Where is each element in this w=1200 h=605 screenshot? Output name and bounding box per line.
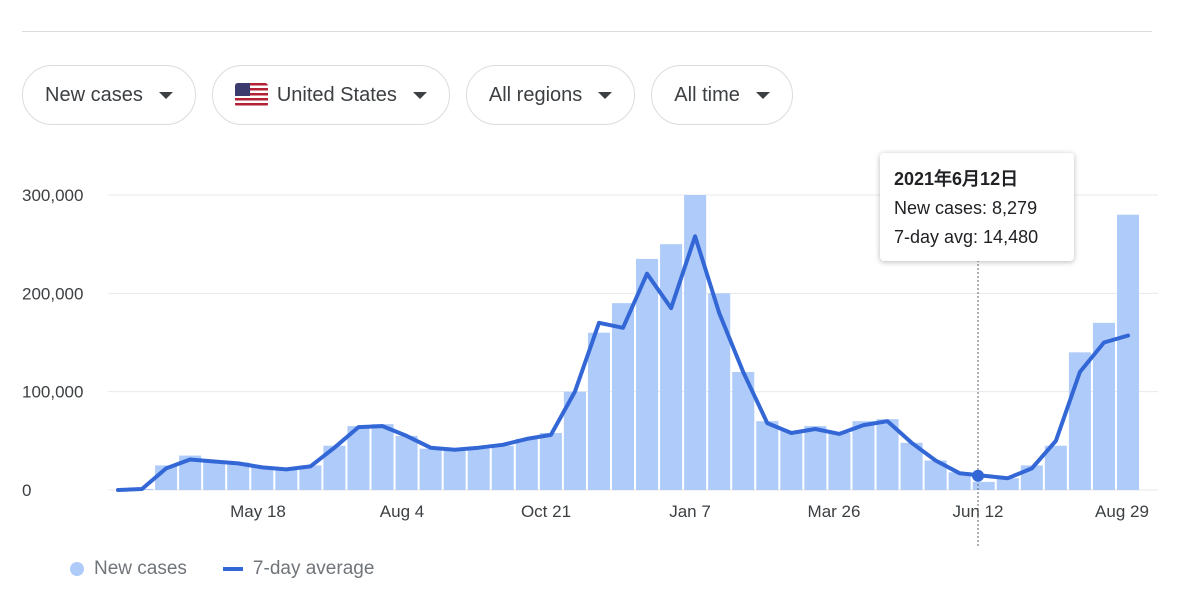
filter-bar: New cases United States All regions All … — [22, 65, 793, 125]
bar — [876, 419, 899, 490]
bar — [756, 421, 779, 490]
tooltip-date: 2021年6月12日 — [894, 169, 1019, 189]
bar — [828, 432, 851, 490]
bar — [323, 445, 346, 490]
bar — [611, 303, 635, 490]
caret-down-icon — [755, 91, 770, 99]
bar — [491, 445, 514, 490]
chart-legend: New cases 7-day average — [70, 558, 374, 580]
bar — [467, 448, 490, 490]
bar — [179, 455, 202, 490]
tooltip-new-cases: New cases: 8,279 — [894, 198, 1038, 218]
legend-line-label: 7-day average — [252, 558, 375, 579]
bar — [852, 421, 875, 490]
y-tick-label: 0 — [22, 481, 31, 500]
bar — [419, 448, 442, 490]
legend-bar-swatch — [70, 562, 84, 576]
bar — [563, 391, 586, 490]
bar — [996, 478, 1019, 490]
bar — [1116, 214, 1140, 490]
bar — [1092, 322, 1115, 490]
bar — [203, 460, 226, 490]
metric-dropdown-label: New cases — [45, 83, 143, 106]
y-tick-label: 200,000 — [22, 284, 83, 303]
bar — [972, 481, 995, 490]
tooltip-average: 7-day avg: 14,480 — [894, 227, 1039, 247]
metric-dropdown[interactable]: New cases — [22, 65, 196, 125]
bar — [347, 426, 370, 490]
cases-chart[interactable]: 0 100,000 200,000 300,000 May 18 Aug 4 Oct 21 J… — [0, 140, 1200, 560]
x-tick-label: May 18 — [230, 502, 286, 521]
bar — [227, 462, 250, 490]
us-flag-icon — [234, 83, 268, 107]
bar — [804, 426, 827, 490]
bar — [636, 258, 659, 490]
bar — [299, 465, 322, 490]
bar — [443, 450, 466, 490]
bar — [660, 244, 683, 490]
y-tick-label: 300,000 — [22, 186, 83, 205]
legend-line-swatch — [222, 567, 243, 571]
country-dropdown-label: United States — [276, 83, 397, 106]
bar — [515, 438, 538, 490]
bar — [780, 431, 803, 490]
bar — [371, 424, 394, 490]
caret-down-icon — [412, 91, 427, 99]
bar — [684, 195, 707, 490]
bar — [948, 472, 971, 490]
caret-down-icon — [158, 91, 173, 99]
bar — [924, 460, 947, 490]
caret-down-icon — [598, 91, 613, 99]
x-tick-label: Oct 21 — [521, 502, 571, 521]
region-dropdown[interactable]: All regions — [465, 65, 636, 125]
x-tick-label: Aug 29 — [1095, 502, 1149, 521]
x-tick-label: Jan 7 — [669, 502, 711, 521]
x-tick-label: Jun 12 — [952, 502, 1003, 521]
region-dropdown-label: All regions — [488, 83, 583, 106]
chart-tooltip: 2021年6月12日 New cases: 8,279 7-day avg: 1… — [880, 153, 1074, 261]
legend-bars-label: New cases — [94, 558, 187, 579]
hover-point — [972, 469, 984, 482]
bar — [539, 432, 562, 490]
bar — [732, 372, 755, 490]
time-range-dropdown-label: All time — [674, 83, 740, 106]
average-line — [116, 234, 1130, 492]
bar — [1044, 445, 1067, 490]
y-tick-label: 100,000 — [22, 383, 83, 402]
x-tick-label: Aug 4 — [380, 502, 424, 521]
x-tick-label: Mar 26 — [808, 502, 861, 521]
time-range-dropdown[interactable]: All time — [651, 65, 793, 125]
bar — [251, 466, 274, 490]
bar — [587, 332, 610, 490]
bar — [395, 435, 418, 490]
top-divider — [22, 31, 1152, 32]
bar — [900, 442, 923, 490]
country-dropdown[interactable]: United States — [211, 65, 450, 125]
bar — [275, 468, 298, 490]
bar — [708, 293, 731, 490]
